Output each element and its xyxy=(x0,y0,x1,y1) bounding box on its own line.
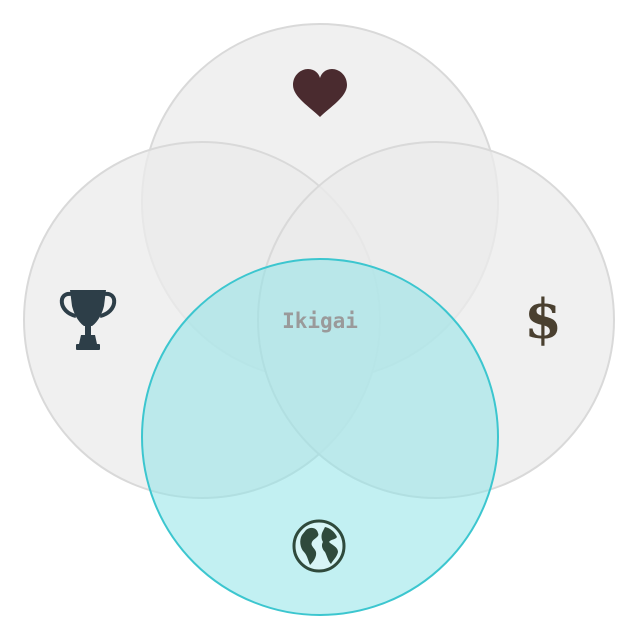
heart-icon xyxy=(293,69,347,117)
trophy-icon xyxy=(59,290,117,350)
svg-text:$: $ xyxy=(524,287,562,351)
globe-icon xyxy=(292,519,346,573)
dollar-icon: $ xyxy=(524,287,562,351)
center-label: Ikigai xyxy=(282,309,358,333)
circle-world xyxy=(141,258,499,616)
